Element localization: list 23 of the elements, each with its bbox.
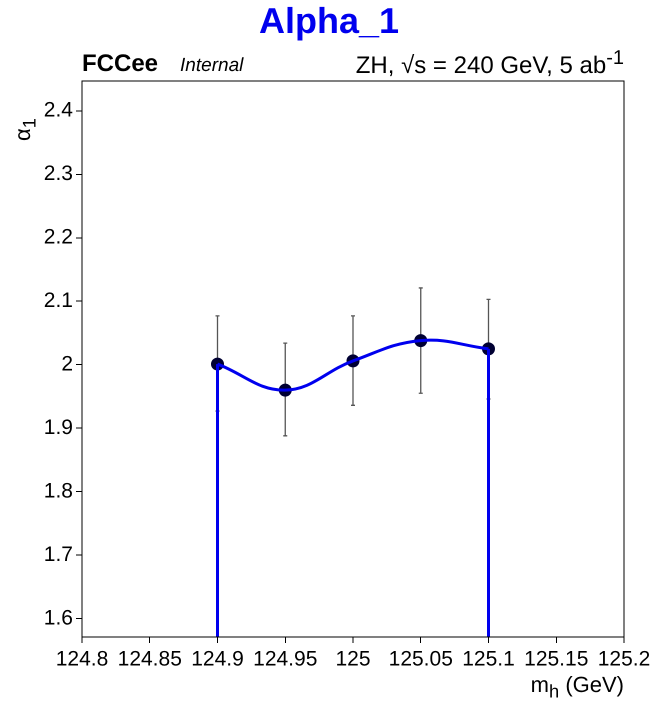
y-tick-label: 2.4	[44, 98, 74, 122]
x-tick-label: 124.85	[118, 647, 182, 670]
x-axis-title: m$_{h}$ (GeV)	[530, 672, 624, 702]
y-tick-label: 1.7	[44, 542, 73, 566]
x-tick-label: 125	[335, 647, 371, 670]
text: Internal	[180, 55, 244, 77]
x-tick-label: 124.95	[253, 647, 318, 670]
x-tick-label: 124.9	[191, 647, 244, 670]
text: ZH, √s = 240 GeV, 5 ab$^{-1}$	[356, 47, 624, 80]
y-tick-label: 1.9	[44, 416, 73, 439]
x-tick-label: 125.15	[524, 647, 588, 670]
text: FCCee	[82, 50, 158, 78]
y-tick-label: 1.6	[44, 606, 73, 630]
y-tick-label: 1.8	[44, 479, 73, 502]
y-tick-label: 2	[61, 352, 73, 376]
x-tick-label: 125.05	[388, 647, 453, 670]
x-tick-label: 125.2	[598, 647, 650, 670]
chart-title: Alpha_1	[258, 0, 400, 42]
y-tick-label: 2.3	[44, 162, 73, 186]
x-tick-label: 125.1	[462, 647, 515, 670]
y-tick-label: 2.1	[44, 289, 73, 312]
x-tick-label: 124.8	[56, 647, 108, 670]
y-tick-label: 2.2	[44, 226, 73, 249]
